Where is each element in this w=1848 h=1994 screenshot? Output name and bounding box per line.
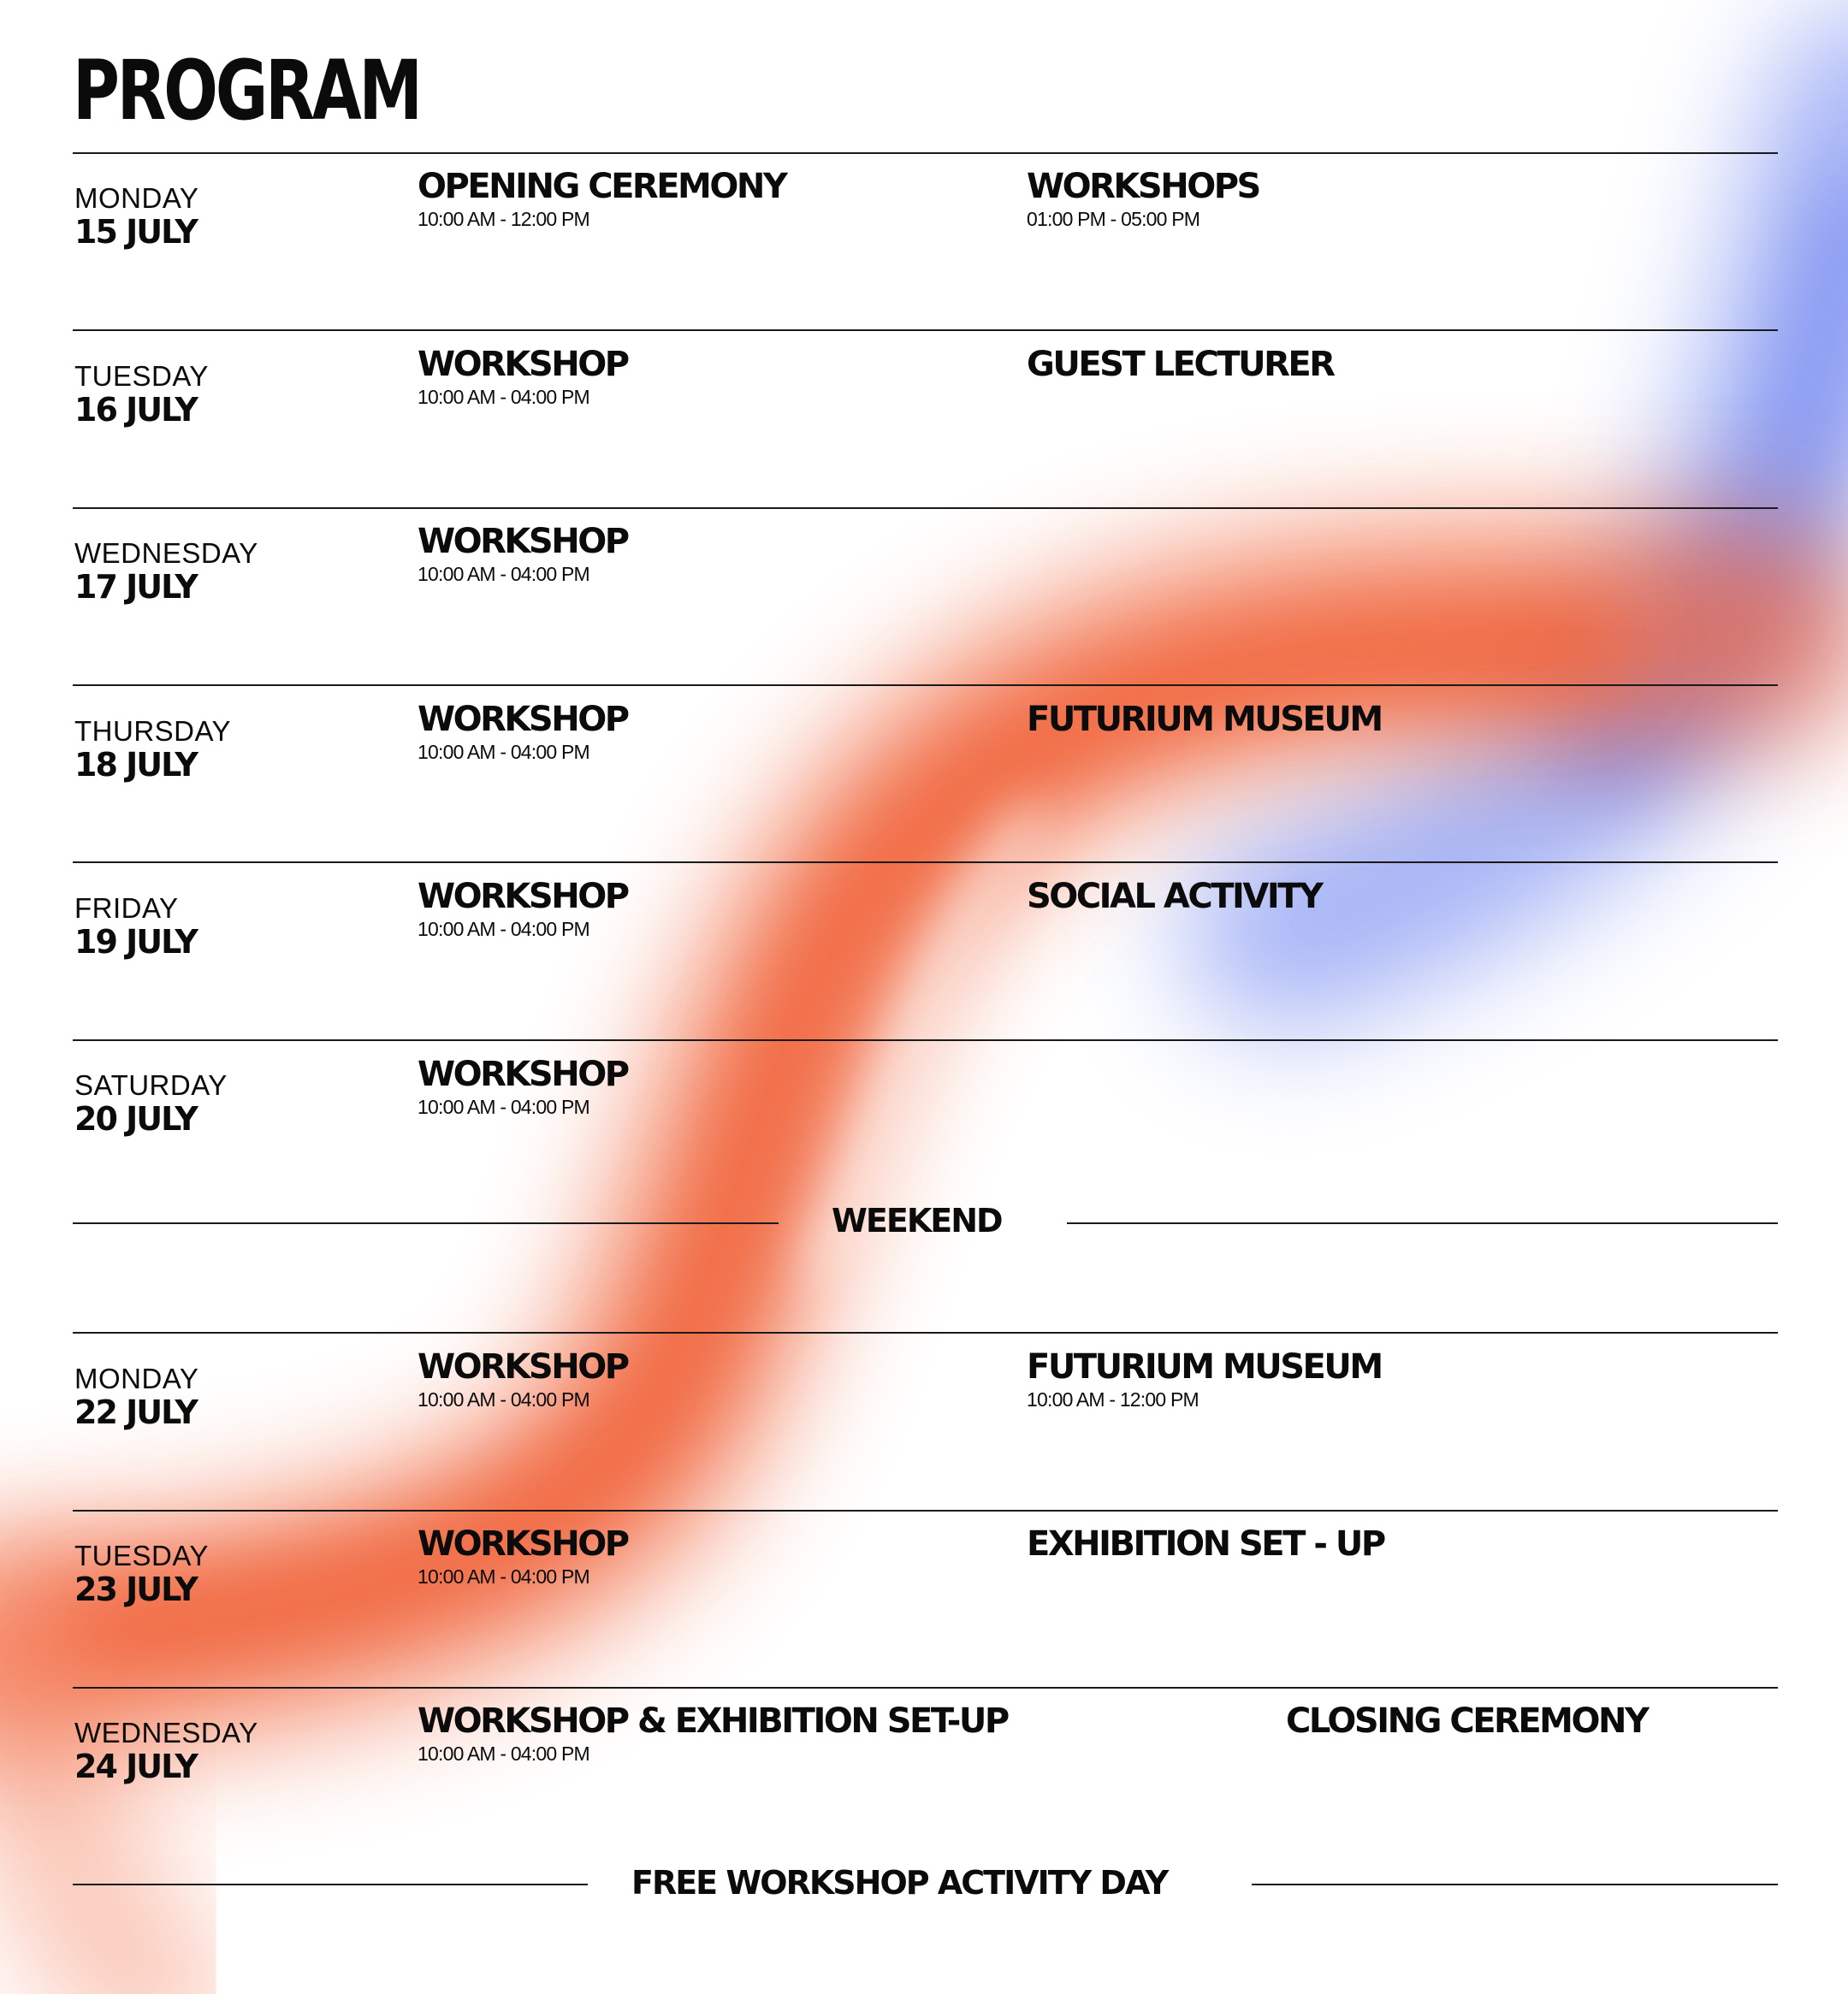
row-divider xyxy=(73,329,1778,331)
event-time: 10:00 AM - 04:00 PM xyxy=(418,741,590,763)
event: WORKSHOP & EXHIBITION SET-UP 10:00 AM - … xyxy=(418,1701,1010,1765)
event-title: OPENING CEREMONY xyxy=(418,167,788,206)
orange-ribbon-tail xyxy=(0,1553,227,1994)
event: GUEST LECTURER xyxy=(1027,345,1336,384)
event-time: 10:00 AM - 04:00 PM xyxy=(418,1743,590,1765)
day-name: WEDNESDAY xyxy=(74,1717,258,1748)
ribbon-highlight xyxy=(804,804,1044,1283)
day-name: TUESDAY xyxy=(74,1540,209,1571)
day-cell: TUESDAY 23 JULY xyxy=(74,1541,357,1607)
event: WORKSHOP 10:00 AM - 04:00 PM xyxy=(418,877,630,940)
event: CLOSING CEREMONY xyxy=(1286,1701,1650,1741)
day-cell: WEDNESDAY 24 JULY xyxy=(74,1719,357,1784)
row-divider xyxy=(73,152,1778,154)
day-cell: MONDAY 15 JULY xyxy=(74,184,357,250)
day-date: 16 JULY xyxy=(74,391,198,429)
event-title: EXHIBITION SET - UP xyxy=(1027,1524,1386,1564)
event-title: WORKSHOP xyxy=(418,877,630,916)
day-name: MONDAY xyxy=(74,1363,199,1394)
day-date: 17 JULY xyxy=(74,568,198,606)
row-divider xyxy=(73,1510,1778,1512)
event: FUTURIUM MUSEUM xyxy=(1027,700,1383,739)
event-title: WORKSHOP xyxy=(418,1055,630,1094)
day-date: 20 JULY xyxy=(74,1100,198,1138)
event-time: 10:00 AM - 12:00 PM xyxy=(418,208,590,230)
day-cell: WEDNESDAY 17 JULY xyxy=(74,539,357,605)
day-name: SATURDAY xyxy=(74,1069,228,1101)
event-title: CLOSING CEREMONY xyxy=(1286,1701,1650,1741)
event: WORKSHOP 10:00 AM - 04:00 PM xyxy=(418,345,630,408)
event-title: WORKSHOP xyxy=(418,1524,630,1564)
event: WORKSHOPS 01:00 PM - 05:00 PM xyxy=(1027,167,1261,230)
event-title: SOCIAL ACTIVITY xyxy=(1027,877,1324,916)
event-time: 10:00 AM - 04:00 PM xyxy=(418,1096,590,1118)
row-divider xyxy=(73,1039,1778,1041)
event: WORKSHOP 10:00 AM - 04:00 PM xyxy=(418,1347,630,1411)
day-name: WEDNESDAY xyxy=(74,537,258,569)
event-time: 10:00 AM - 12:00 PM xyxy=(1027,1388,1199,1411)
row-divider xyxy=(73,861,1778,863)
day-cell: FRIDAY 19 JULY xyxy=(74,894,357,960)
weekend-divider-right xyxy=(1067,1222,1778,1224)
day-date: 19 JULY xyxy=(74,923,198,961)
day-name: TUESDAY xyxy=(74,360,209,392)
event-title: GUEST LECTURER xyxy=(1027,345,1336,384)
event-time: 01:00 PM - 05:00 PM xyxy=(1027,208,1200,230)
day-cell: THURSDAY 18 JULY xyxy=(74,717,357,783)
day-cell: TUESDAY 16 JULY xyxy=(74,362,357,428)
day-name: MONDAY xyxy=(74,182,199,214)
orange-ribbon-core xyxy=(56,603,1630,1672)
day-date: 15 JULY xyxy=(74,213,198,251)
page-title: PROGRAM xyxy=(73,43,423,139)
free-day-label: FREE WORKSHOP ACTIVITY DAY xyxy=(631,1864,1169,1902)
event: WORKSHOP 10:00 AM - 04:00 PM xyxy=(418,522,630,585)
day-name: THURSDAY xyxy=(74,715,232,747)
event-title: WORKSHOP xyxy=(418,1347,630,1387)
event-title: WORKSHOP xyxy=(418,345,630,384)
event-time: 10:00 AM - 04:00 PM xyxy=(418,918,590,940)
event-time: 10:00 AM - 04:00 PM xyxy=(418,563,590,585)
final-divider-right xyxy=(1252,1884,1778,1885)
event-title: WORKSHOP xyxy=(418,522,630,561)
event-time: 10:00 AM - 04:00 PM xyxy=(418,1388,590,1411)
day-date: 22 JULY xyxy=(74,1393,198,1431)
final-divider-left xyxy=(73,1884,588,1885)
event: EXHIBITION SET - UP xyxy=(1027,1524,1386,1564)
day-date: 23 JULY xyxy=(74,1571,198,1608)
day-cell: MONDAY 22 JULY xyxy=(74,1364,357,1430)
event-title: FUTURIUM MUSEUM xyxy=(1027,1347,1383,1387)
event-title: WORKSHOPS xyxy=(1027,167,1261,206)
event-time: 10:00 AM - 04:00 PM xyxy=(418,1565,590,1588)
row-divider xyxy=(73,507,1778,509)
weekend-divider-left xyxy=(73,1222,779,1224)
event: WORKSHOP 10:00 AM - 04:00 PM xyxy=(418,1055,630,1118)
event: WORKSHOP 10:00 AM - 04:00 PM xyxy=(418,1524,630,1588)
day-date: 24 JULY xyxy=(74,1748,198,1785)
day-date: 18 JULY xyxy=(74,746,198,784)
day-name: FRIDAY xyxy=(74,892,179,924)
event-time: 10:00 AM - 04:00 PM xyxy=(418,386,590,408)
event: WORKSHOP 10:00 AM - 04:00 PM xyxy=(418,700,630,763)
event-title: WORKSHOP & EXHIBITION SET-UP xyxy=(418,1701,1010,1741)
row-divider xyxy=(73,684,1778,686)
event: SOCIAL ACTIVITY xyxy=(1027,877,1324,916)
event-title: WORKSHOP xyxy=(418,700,630,739)
event: OPENING CEREMONY 10:00 AM - 12:00 PM xyxy=(418,167,788,230)
day-cell: SATURDAY 20 JULY xyxy=(74,1071,357,1137)
row-divider xyxy=(73,1687,1778,1689)
weekend-label: WEEKEND xyxy=(832,1202,1004,1240)
event: FUTURIUM MUSEUM 10:00 AM - 12:00 PM xyxy=(1027,1347,1383,1411)
row-divider xyxy=(73,1332,1778,1334)
event-title: FUTURIUM MUSEUM xyxy=(1027,700,1383,739)
